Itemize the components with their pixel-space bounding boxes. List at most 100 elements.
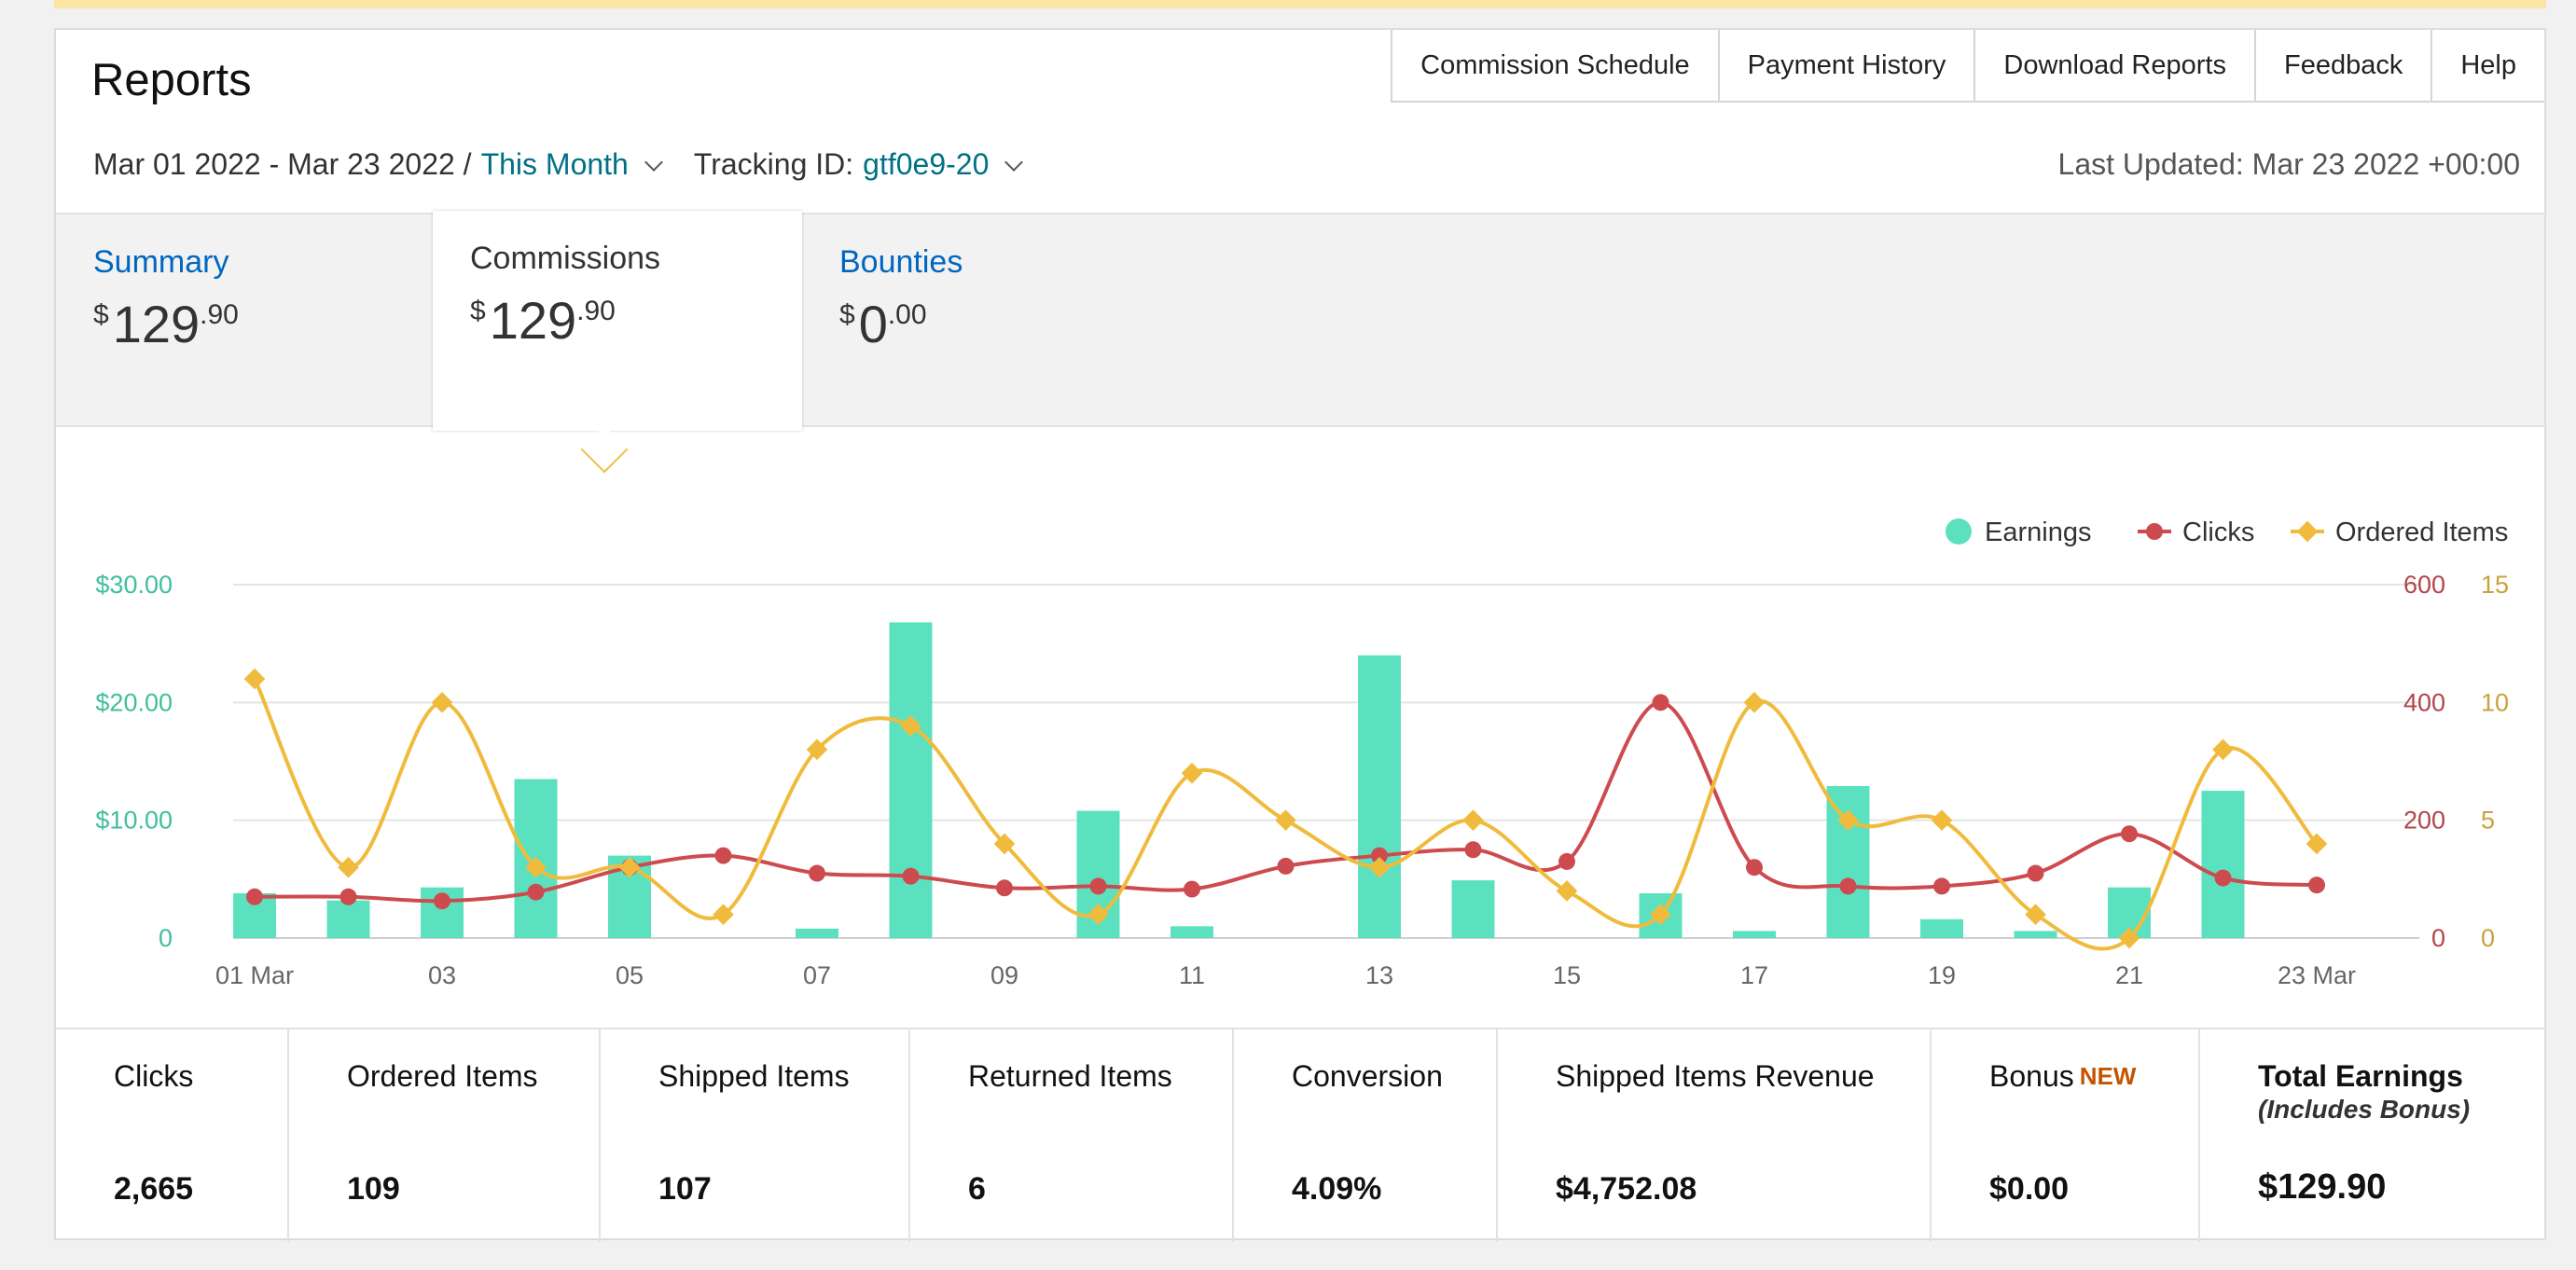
ordered-items-point	[2212, 739, 2234, 761]
x-tick-label: 07	[803, 961, 831, 989]
stat-total-value: $129.90	[2258, 1167, 2387, 1207]
clicks-point	[1184, 880, 1200, 898]
clicks-point	[434, 892, 450, 910]
tab-commissions-label[interactable]: Commissions	[470, 241, 661, 276]
stat-returned-items: Returned Items 6	[910, 1029, 1234, 1242]
chevron-down-icon[interactable]	[644, 152, 663, 172]
legend-earnings-label: Earnings	[1985, 518, 2091, 547]
ordered-items-point	[1462, 809, 1484, 831]
ordered-items-point	[806, 739, 828, 761]
ordered-items-point	[2118, 927, 2140, 949]
earnings-bar	[796, 928, 838, 938]
clicks-point	[339, 888, 357, 905]
clicks-point	[2214, 869, 2232, 887]
ordered-items-point	[2025, 904, 2046, 926]
y-right2-tick: 15	[2481, 571, 2509, 599]
ordered-items-point	[2306, 833, 2328, 855]
y-left-tick: 0	[159, 924, 173, 952]
page-title: Reports	[91, 55, 252, 105]
stat-total-earnings: Total Earnings (Includes Bonus) $129.90	[2258, 1059, 2471, 1207]
commissions-amount: $129.90	[470, 291, 616, 350]
clicks-point	[527, 883, 545, 901]
stat-clicks: Clicks 2,665	[56, 1029, 289, 1242]
clicks-point	[2027, 864, 2044, 882]
ordered-items-point	[1275, 809, 1296, 831]
y-right-tick: 600	[2403, 571, 2445, 599]
ordered-items-point	[338, 856, 359, 878]
ordered-items-point	[1650, 904, 1671, 926]
last-updated: Last Updated: Mar 23 2022 +00:00	[2057, 147, 2520, 181]
summary-amount: $129.90	[93, 295, 239, 353]
earnings-bar	[889, 622, 933, 938]
y-right2-tick: 0	[2481, 924, 2495, 952]
stat-clicks-value: 2,665	[114, 1171, 194, 1207]
legend-earnings-icon	[1946, 518, 1972, 545]
chevron-down-icon[interactable]	[1004, 152, 1024, 172]
x-tick-label: 05	[616, 961, 644, 989]
x-tick-label: 15	[1553, 961, 1581, 989]
stat-shipped-items: Shipped Items 107	[601, 1029, 910, 1242]
ordered-items-point	[1837, 809, 1859, 831]
ordered-items-point	[1181, 762, 1203, 784]
x-tick-label: 09	[990, 961, 1018, 989]
report-nav: Commission Schedule Payment History Down…	[1391, 30, 2544, 103]
clicks-point	[714, 847, 732, 864]
x-tick-label: 21	[2115, 961, 2143, 989]
stat-conversion-value: 4.09%	[1292, 1171, 1382, 1207]
payment-history-button[interactable]: Payment History	[1720, 30, 1976, 101]
stat-bonus-value: $0.00	[1989, 1171, 2070, 1207]
clicks-point	[809, 864, 825, 882]
ordered-items-point	[243, 668, 266, 690]
ordered-items-line	[253, 678, 2319, 951]
clicks-point	[1277, 857, 1295, 875]
clicks-point	[2121, 825, 2138, 843]
clicks-point	[1464, 841, 1482, 859]
tracking-id-dropdown[interactable]: gtf0e9-20	[863, 147, 990, 181]
y-right-tick: 400	[2403, 688, 2445, 716]
ordered-items-point	[1931, 809, 1953, 831]
report-tabs: Summary $129.90 Bounties $0.00 Commissio…	[56, 211, 2544, 431]
help-button[interactable]: Help	[2460, 49, 2516, 80]
y-right2-tick: 5	[2481, 807, 2495, 835]
clicks-point	[1558, 852, 1575, 870]
tab-commissions[interactable]: Commissions $129.90	[433, 211, 802, 431]
x-tick-label: 17	[1740, 961, 1768, 989]
ordered-items-point	[525, 856, 547, 878]
earnings-bar	[326, 900, 370, 938]
clicks-point	[1652, 694, 1669, 711]
ordered-items-point	[431, 692, 453, 713]
x-tick-label: 19	[1928, 961, 1956, 989]
tab-bounties[interactable]: Bounties $0.00	[802, 214, 1175, 425]
feedback-button[interactable]: Feedback	[2256, 30, 2433, 101]
earnings-bar	[2201, 791, 2245, 938]
clicks-point	[1933, 877, 1950, 895]
stat-ordered-items: Ordered Items 109	[289, 1029, 601, 1242]
ordered-items-point	[713, 904, 734, 926]
y-left-tick: $10.00	[95, 807, 173, 835]
legend-clicks-icon	[2146, 523, 2163, 540]
tracking-id-label: Tracking ID:	[693, 147, 854, 181]
x-tick-label: 11	[1179, 961, 1205, 989]
clicks-point	[2308, 877, 2325, 894]
tab-summary-label[interactable]: Summary	[93, 244, 229, 280]
period-dropdown[interactable]: This Month	[480, 147, 629, 181]
clicks-point	[1839, 877, 1857, 895]
legend-clicks-label: Clicks	[2182, 518, 2254, 547]
new-badge: NEW	[2079, 1062, 2137, 1090]
commission-schedule-button[interactable]: Commission Schedule	[1392, 30, 1720, 101]
stat-shipped-revenue: Shipped Items Revenue $4,752.08	[1498, 1029, 1932, 1242]
clicks-point	[1089, 877, 1107, 895]
x-tick-label: 23 Mar	[2278, 961, 2356, 989]
tab-bounties-label[interactable]: Bounties	[839, 244, 963, 280]
earnings-bar	[1451, 880, 1495, 938]
stat-shipped-value: 107	[658, 1171, 712, 1207]
filter-row: Mar 01 2022 - Mar 23 2022 / This Month T…	[93, 147, 1024, 182]
tab-summary[interactable]: Summary $129.90	[56, 214, 433, 425]
legend-ordered-icon	[2296, 520, 2319, 543]
download-reports-button[interactable]: Download Reports	[1975, 30, 2256, 101]
stat-ordered-value: 109	[347, 1171, 400, 1207]
y-right2-tick: 10	[2481, 688, 2509, 716]
earnings-bar	[1358, 655, 1401, 938]
stats-bar: Clicks 2,665 Ordered Items 109 Shipped I…	[56, 1028, 2544, 1242]
chart-area: 0 0 0 $10.00 200 5 $20.00 400 10 $30.00 600 15 01 Ma…	[56, 431, 2544, 1028]
